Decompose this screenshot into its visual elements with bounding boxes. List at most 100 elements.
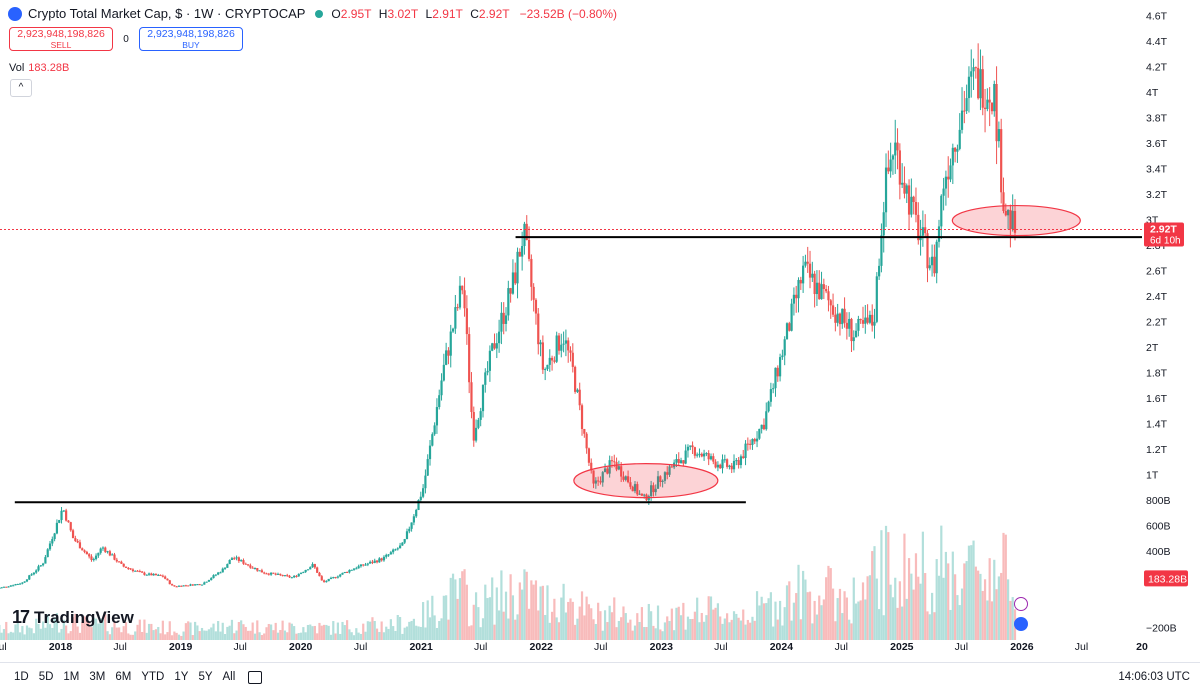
candle-body bbox=[229, 560, 231, 564]
x-tick-label: 2025 bbox=[890, 641, 914, 653]
volume-bar bbox=[325, 625, 327, 640]
volume-bar bbox=[758, 605, 760, 640]
candle-body bbox=[491, 343, 493, 350]
timeframe-ytd[interactable]: YTD bbox=[136, 671, 169, 683]
y-tick-label: 4T bbox=[1146, 87, 1159, 99]
volume-bar bbox=[201, 628, 203, 640]
volume-bar bbox=[634, 626, 636, 640]
symbol-title[interactable]: Crypto Total Market Cap, $ · 1W · CRYPTO… bbox=[28, 6, 305, 21]
volume-bar bbox=[173, 632, 175, 640]
candle-body bbox=[486, 371, 488, 373]
volume-bar bbox=[581, 591, 583, 640]
timeframe-6m[interactable]: 6M bbox=[110, 671, 136, 683]
volume-bar bbox=[360, 634, 362, 640]
volume-bar bbox=[604, 610, 606, 640]
candle-body bbox=[853, 337, 855, 341]
lightning-icon[interactable] bbox=[1014, 597, 1028, 611]
candle-body bbox=[708, 453, 710, 459]
economic-events-flag-icon[interactable] bbox=[1014, 617, 1028, 631]
goto-date-calendar-icon[interactable] bbox=[248, 671, 262, 684]
volume-bar bbox=[788, 581, 790, 640]
volume-bar bbox=[802, 571, 804, 640]
candle-body bbox=[328, 579, 330, 581]
timeframe-1d[interactable]: 1D bbox=[9, 671, 34, 683]
volume-bar bbox=[258, 632, 260, 640]
candle-body bbox=[779, 357, 781, 376]
candle-body bbox=[5, 587, 7, 588]
volume-bar bbox=[717, 603, 719, 640]
volume-bar bbox=[938, 576, 940, 640]
volume-bar bbox=[685, 630, 687, 640]
volume-bar bbox=[440, 618, 442, 640]
collapse-legend-button[interactable]: ^ bbox=[10, 79, 32, 97]
candle-body bbox=[689, 445, 691, 446]
candle-body bbox=[473, 412, 475, 441]
sell-button[interactable]: 2,923,948,198,826 SELL bbox=[9, 27, 113, 51]
timeframe-3m[interactable]: 3M bbox=[84, 671, 110, 683]
candle-body bbox=[698, 454, 700, 455]
x-tick-label: 2020 bbox=[289, 641, 313, 653]
volume-bar bbox=[632, 631, 634, 640]
volume-bar bbox=[284, 631, 286, 640]
candle-body bbox=[807, 262, 809, 264]
tradingview-logo[interactable]: 17 TradingView bbox=[12, 607, 134, 628]
candle-body bbox=[901, 183, 903, 185]
candle-body bbox=[906, 185, 908, 193]
timeframe-all[interactable]: All bbox=[218, 671, 241, 683]
y-tick-label: 1.4T bbox=[1146, 418, 1168, 430]
timeframe-5y[interactable]: 5Y bbox=[193, 671, 217, 683]
volume-bar bbox=[869, 575, 871, 640]
candle-body bbox=[146, 575, 148, 576]
volume-bar bbox=[187, 621, 189, 640]
volume-bar bbox=[809, 592, 811, 640]
candle-body bbox=[385, 555, 387, 557]
timeframe-1y[interactable]: 1Y bbox=[169, 671, 193, 683]
volume-bar bbox=[438, 621, 440, 640]
candle-body bbox=[786, 323, 788, 339]
candle-body bbox=[804, 262, 806, 266]
candle-body bbox=[675, 459, 677, 463]
volume-bar bbox=[139, 620, 141, 640]
timeframe-1m[interactable]: 1M bbox=[58, 671, 84, 683]
volume-bar bbox=[180, 636, 182, 640]
open-value: 2.95T bbox=[341, 7, 372, 21]
candle-body bbox=[781, 355, 783, 357]
candle-body bbox=[49, 544, 51, 550]
candle-body bbox=[837, 314, 839, 323]
candle-body bbox=[56, 523, 58, 534]
candle-body bbox=[30, 574, 32, 575]
candle-body bbox=[767, 402, 769, 411]
volume-bar bbox=[12, 633, 14, 640]
volume-bar bbox=[850, 623, 852, 640]
volume-bar bbox=[374, 621, 376, 640]
candle-body bbox=[869, 315, 871, 323]
volume-bar bbox=[576, 619, 578, 640]
y-tick-label: −200B bbox=[1146, 622, 1177, 634]
buy-button[interactable]: 2,923,948,198,826 BUY bbox=[139, 27, 243, 51]
candle-body bbox=[744, 444, 746, 458]
y-tick-label: 1.6T bbox=[1146, 393, 1168, 405]
volume-bar bbox=[825, 577, 827, 640]
candle-body bbox=[463, 290, 465, 308]
candle-body bbox=[756, 439, 758, 442]
volume-bar bbox=[261, 635, 263, 640]
candle-body bbox=[823, 284, 825, 289]
candle-body bbox=[549, 358, 551, 365]
volume-bar bbox=[705, 615, 707, 640]
volume-bar bbox=[477, 607, 479, 640]
volume-bar bbox=[689, 619, 691, 640]
candle-body bbox=[189, 584, 191, 585]
volume-bar bbox=[638, 622, 640, 640]
timeframe-5d[interactable]: 5D bbox=[34, 671, 59, 683]
utc-clock[interactable]: 14:06:03 UTC bbox=[1118, 671, 1190, 683]
volume-bar bbox=[887, 532, 889, 640]
x-tick-label: Jul bbox=[233, 641, 246, 653]
volume-bar bbox=[645, 627, 647, 640]
volume-bar bbox=[691, 619, 693, 640]
candle-body bbox=[998, 129, 1000, 141]
candle-body bbox=[712, 456, 714, 461]
candle-body bbox=[922, 227, 924, 235]
candle-body bbox=[309, 567, 311, 569]
volume-bar bbox=[533, 585, 535, 640]
